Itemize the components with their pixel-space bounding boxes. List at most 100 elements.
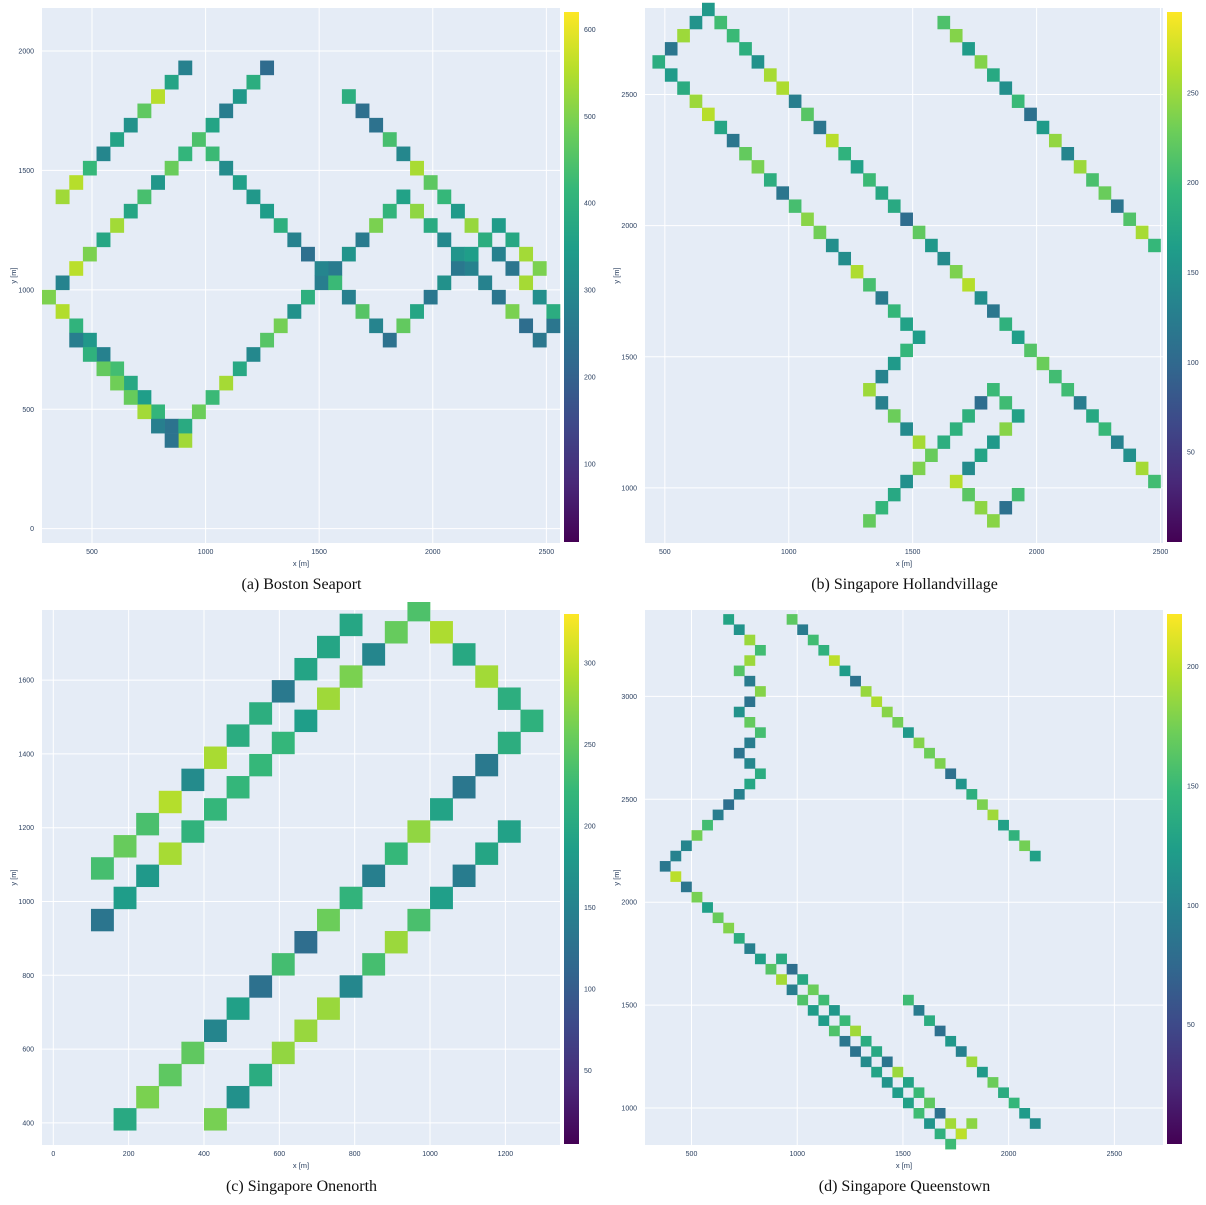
heatmap-cell	[912, 435, 926, 449]
heatmap-cell	[407, 820, 431, 843]
plot-background	[645, 610, 1163, 1145]
x-tick-label: 2000	[1029, 549, 1045, 556]
x-tick-label: 1000	[789, 1151, 805, 1158]
heatmap-cell	[1048, 133, 1062, 148]
heatmap-cell	[680, 881, 692, 893]
heatmap-cell	[226, 1085, 250, 1109]
heatmap-cell	[110, 361, 125, 377]
heatmap-cell	[825, 238, 839, 253]
heatmap-cell	[838, 251, 852, 266]
heatmap-cell	[974, 291, 988, 305]
heatmap-cell	[797, 624, 809, 635]
heatmap-cell	[962, 278, 975, 292]
heatmap-cell	[464, 261, 479, 276]
heatmap-cell	[178, 60, 193, 76]
heatmap-singapore-onenorth: 0 200 400 600 800 1000 1200 400 600 800 1000 1200 14…	[9, 602, 596, 1170]
colorbar-tick-label: 400	[584, 201, 596, 208]
heatmap-cell	[670, 871, 682, 882]
heatmap-cell	[519, 246, 534, 262]
y-tick-label: 0	[30, 526, 34, 533]
heatmap-cell	[452, 776, 476, 799]
heatmap-cell	[828, 1025, 840, 1037]
plot-background	[42, 610, 560, 1145]
heatmap-cell	[339, 665, 363, 688]
colorbar-tick-label: 200	[584, 374, 596, 381]
heatmap-cell	[464, 246, 479, 262]
heatmap-cell	[203, 798, 227, 821]
heatmap-cell	[875, 501, 889, 515]
heatmap-cell	[294, 709, 318, 733]
heatmap-cell	[1098, 422, 1112, 436]
heatmap-cell	[712, 912, 724, 924]
heatmap-cell	[945, 1035, 957, 1047]
colorbar-tick-label: 300	[584, 660, 596, 667]
heatmap-cell	[497, 731, 521, 755]
heatmap-cell	[505, 304, 520, 319]
heatmap-cell	[232, 175, 247, 190]
heatmap-cell	[96, 146, 111, 162]
y-tick-label: 1500	[18, 168, 34, 175]
heatmap-cell	[1135, 225, 1149, 240]
heatmap-cell	[271, 953, 295, 976]
heatmap-cell	[871, 1066, 883, 1078]
heatmap-cell	[110, 218, 125, 233]
y-tick-label: 1200	[18, 825, 34, 832]
y-axis-label: y [m]	[9, 267, 18, 283]
heatmap-cell	[949, 28, 963, 43]
heatmap-cell	[273, 318, 288, 334]
heatmap-cell	[691, 830, 703, 841]
heatmap-cell	[680, 840, 692, 852]
heatmap-boston-seaport: 500 1000 1500 2000 2500 0 500 1000 1500 2000 x [m]…	[9, 8, 596, 568]
heatmap-cell	[786, 984, 798, 996]
heatmap-cell	[744, 778, 756, 790]
heatmap-cell	[850, 1046, 861, 1057]
heatmap-cell	[151, 404, 165, 420]
heatmap-cell	[937, 251, 951, 266]
caption-singapore-queenstown: (d) Singapore Queenstown	[818, 1178, 991, 1195]
heatmap-cell	[850, 1025, 861, 1037]
heatmap-cell	[924, 1097, 935, 1109]
heatmap-cell	[902, 994, 914, 1006]
heatmap-cell	[934, 1025, 946, 1037]
heatmap-cell	[912, 225, 926, 240]
heatmap-cell	[341, 289, 356, 305]
heatmap-cell	[42, 289, 56, 305]
heatmap-cell	[355, 232, 370, 248]
heatmap-cell	[934, 758, 946, 769]
heatmap-cell	[137, 390, 152, 405]
heatmap-cell	[839, 1035, 851, 1047]
heatmap-cell	[739, 42, 752, 56]
x-tick-label: 1500	[311, 549, 327, 556]
heatmap-cell	[382, 332, 397, 348]
heatmap-cell	[998, 819, 1009, 831]
heatmap-cell	[712, 809, 724, 821]
heatmap-cell	[384, 842, 408, 865]
heatmap-cell	[384, 931, 408, 954]
heatmap-cell	[396, 146, 411, 162]
heatmap-cell	[999, 81, 1013, 95]
heatmap-cell	[1029, 850, 1041, 862]
colorbar-tick-label: 50	[1187, 450, 1195, 457]
y-tick-label: 2000	[621, 223, 637, 230]
x-tick-label: 0	[51, 1151, 55, 1158]
heatmap-cell	[1029, 1118, 1041, 1129]
heatmap-cell	[912, 461, 926, 476]
colorbar-tick-label: 50	[584, 1068, 592, 1075]
heatmap-cell	[887, 199, 901, 213]
heatmap-cell	[875, 291, 889, 305]
heatmap-cell	[744, 634, 756, 646]
y-tick-label: 2500	[621, 797, 637, 804]
heatmap-cell	[1073, 396, 1087, 410]
heatmap-cell	[520, 709, 544, 733]
heatmap-cell	[813, 225, 827, 240]
heatmap-cell	[744, 655, 756, 666]
heatmap-cell	[219, 375, 234, 391]
heatmap-cell	[987, 68, 1000, 82]
heatmap-cell	[744, 737, 756, 749]
heatmap-cell	[164, 418, 179, 434]
x-tick-label: 1000	[198, 549, 214, 556]
heatmap-cell	[362, 643, 386, 666]
heatmap-cell	[205, 117, 220, 133]
heatmap-cell	[532, 332, 547, 348]
x-axis-label: x [m]	[896, 559, 912, 568]
